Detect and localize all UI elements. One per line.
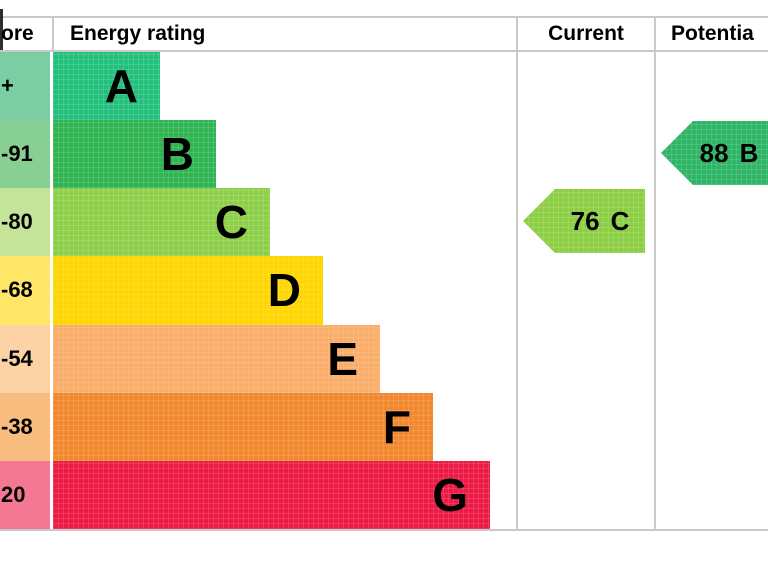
band-score-cell: -68 (0, 256, 50, 324)
band-letter: C (215, 199, 248, 245)
band-row-a: + A (0, 52, 768, 120)
band-row-e: -54 E (0, 325, 768, 393)
potential-rating-value: 88 (700, 138, 729, 169)
band-row-d: -68 D (0, 256, 768, 324)
band-bar: C (53, 188, 270, 256)
current-column-header: Current (517, 18, 655, 50)
band-score-cell: -80 (0, 188, 50, 256)
band-letter: A (105, 63, 138, 109)
band-row-f: -38 F (0, 393, 768, 461)
band-bar: E (53, 325, 380, 393)
band-score-label: 20 (0, 482, 25, 508)
band-bar: D (53, 256, 323, 324)
table-header: ore Energy rating Current Potentia (0, 18, 768, 50)
band-score-label: -68 (0, 277, 33, 303)
band-score-cell: + (0, 52, 50, 120)
band-letter: E (327, 336, 358, 382)
band-bar: B (53, 120, 216, 188)
current-rating-value: 76 (571, 206, 600, 237)
current-rating-band: C (611, 206, 630, 237)
band-score-cell: -38 (0, 393, 50, 461)
energy-rating-column-header: Energy rating (70, 18, 205, 50)
band-bar: F (53, 393, 433, 461)
band-rows: + A -91 B -80 C -68 (0, 52, 768, 529)
band-letter: D (268, 267, 301, 313)
band-score-cell: -91 (0, 120, 50, 188)
band-score-label: + (0, 73, 14, 99)
band-score-cell: 20 (0, 461, 50, 529)
band-row-g: 20 G (0, 461, 768, 529)
band-score-cell: -54 (0, 325, 50, 393)
band-score-label: -80 (0, 209, 33, 235)
band-row-b: -91 B (0, 120, 768, 188)
score-column-header: ore (1, 18, 34, 50)
epc-energy-rating-chart: ore Energy rating Current Potentia + A -… (0, 0, 768, 576)
band-bar: G (53, 461, 490, 529)
table-bottom-border (0, 529, 768, 531)
band-score-label: -54 (0, 346, 33, 372)
band-score-label: -91 (0, 141, 33, 167)
band-row-c: -80 C (0, 188, 768, 256)
potential-column-header: Potentia (671, 18, 754, 50)
band-bar: A (53, 52, 160, 120)
potential-rating-band: B (740, 138, 759, 169)
band-letter: B (161, 131, 194, 177)
band-score-label: -38 (0, 414, 33, 440)
band-letter: F (383, 404, 411, 450)
band-letter: G (432, 472, 468, 518)
